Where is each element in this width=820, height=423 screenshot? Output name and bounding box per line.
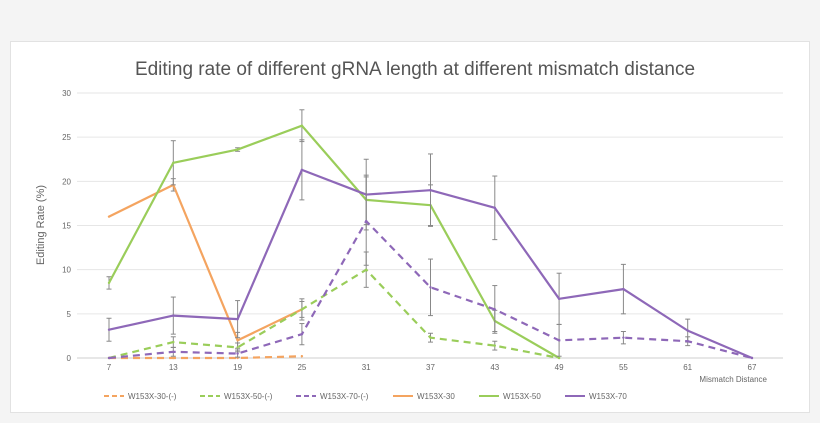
chart-title: Editing rate of different gRNA length at… [135,59,695,80]
y-tick-label: 25 [62,133,71,142]
x-tick-label: 43 [490,363,499,372]
x-tick-label: 37 [426,363,435,372]
data-point [107,215,111,218]
legend-label: W153X-50 [503,392,541,401]
data-point [686,340,689,343]
legend-item: W153X-50 [479,392,541,401]
x-tick-label: 49 [555,363,564,372]
x-tick-label: 25 [297,363,306,372]
data-point [172,350,175,354]
y-axis-ticks: 0 5 10 15 20 25 30 [62,89,71,363]
x-tick-label: 13 [169,363,178,372]
legend-item: W153X-30 [393,392,455,401]
legend-label: W153X-70-(-) [320,392,369,401]
data-point [557,356,561,360]
chart-frame [10,41,810,413]
data-point [172,314,175,317]
series-W153X-70 [106,139,754,360]
data-point [557,339,561,342]
legend-label: W153X-30-(-) [128,392,177,401]
data-point [236,352,239,355]
data-point [107,281,111,285]
data-point [686,329,689,332]
data-point [493,206,496,210]
series-line [109,355,302,360]
y-tick-label: 15 [62,222,71,231]
data-point [557,297,561,301]
data-point [493,308,496,311]
y-axis-label: Editing Rate (%) [35,185,47,265]
x-tick-label: 31 [362,363,371,372]
y-tick-label: 20 [62,177,71,186]
data-point [429,336,432,339]
x-axis-label: Mismatch Distance [699,375,767,384]
data-point [622,336,625,339]
legend-item: W153X-70-(-) [296,392,369,401]
y-tick-label: 10 [62,266,71,275]
data-point [429,286,432,289]
y-tick-label: 30 [62,89,71,98]
data-point [300,332,304,336]
x-tick-label: 61 [683,363,692,372]
legend-label: W153X-70 [589,392,627,401]
y-tick-label: 0 [67,354,72,363]
data-point [172,340,175,344]
series-line [108,183,303,342]
y-tick-label: 5 [67,310,72,319]
series-W153X-50 [106,109,561,360]
legend[interactable]: W153X-30-(-) W153X-50-(-) W153X-70-(-) W153… [104,392,627,401]
data-point [172,161,175,164]
data-point [622,287,625,291]
data-point [300,168,304,172]
data-point [493,344,496,347]
x-axis-ticks: 7 13 19 25 31 37 43 49 55 61 67 [107,363,757,372]
data-point [750,356,754,360]
x-tick-label: 7 [107,363,112,372]
legend-item: W153X-70 [565,392,627,401]
data-point [236,317,239,321]
data-point [172,356,175,360]
data-point [300,355,304,358]
series-line [108,124,560,359]
data-point [300,124,304,127]
data-point [365,268,368,271]
data-point [107,328,111,331]
data-point [236,148,239,151]
data-point [429,188,432,192]
series-W153X-70-(-) [107,176,754,360]
series-W153X-50-(-) [107,251,561,360]
data-point [107,356,111,360]
series-line [108,268,560,360]
legend-item: W153X-50-(-) [200,392,273,401]
legend-label: W153X-30 [417,392,455,401]
x-tick-label: 55 [619,363,628,372]
x-tick-label: 67 [748,363,757,372]
data-point [236,346,239,349]
legend-item: W153X-30-(-) [104,392,177,401]
data-point [365,219,368,223]
data-point [236,339,239,342]
data-point [300,308,304,311]
x-tick-label: 19 [233,363,242,372]
legend-label: W153X-50-(-) [224,392,273,401]
series-group [106,109,754,360]
